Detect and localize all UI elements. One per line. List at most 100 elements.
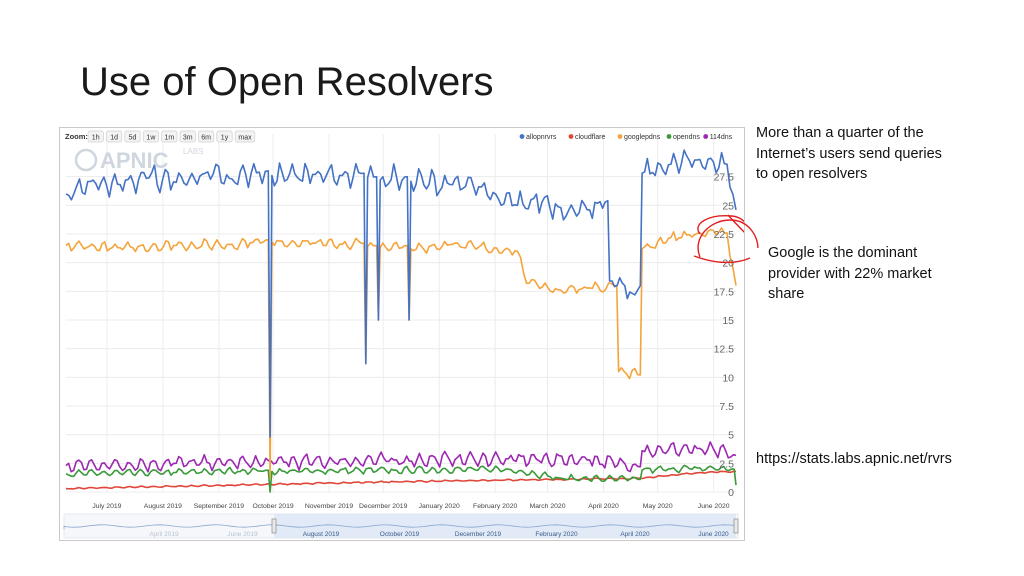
zoom-button-5d[interactable]: 5d	[124, 130, 141, 143]
x-tick-label: January 2020	[419, 503, 460, 510]
zoom-button-bg[interactable]	[124, 130, 141, 143]
x-tick-label: March 2020	[530, 503, 566, 510]
zoom-button-bg[interactable]	[142, 130, 159, 143]
y-axis: 0 2.5 5 7.5 10 12.5 15 17.5 20 22.5 25 27.5	[714, 172, 735, 499]
y-tick-label: 0	[728, 487, 734, 499]
legend-item-googlepdns[interactable]: googlepdns	[617, 134, 661, 141]
legend-swatch	[703, 134, 709, 139]
chart-frame: Zoom: 1h 1d 5d 1w 1m 3m 6m 1y max APNIC LABS allop…	[59, 127, 755, 541]
legend-label[interactable]: allopnrvrs	[526, 134, 557, 141]
zoom-button-6m[interactable]: 6m	[198, 130, 215, 143]
legend-item-opendns[interactable]: opendns	[666, 134, 701, 141]
chart-legend: allopnrvrs cloudflare googlepdns opendns 114…	[519, 134, 733, 141]
series-line-googlepdns	[65, 227, 737, 479]
zoom-button-bg[interactable]	[106, 130, 123, 143]
legend-label[interactable]: opendns	[673, 134, 700, 141]
zoom-button-1d[interactable]: 1d	[106, 130, 123, 143]
x-tick-label: December 2019	[359, 503, 408, 510]
x-tick-label: October 2019	[252, 503, 293, 510]
chart-grid	[66, 134, 736, 493]
zoom-button-1m[interactable]: 1m	[161, 130, 178, 143]
navigator-label: February 2020	[535, 531, 578, 538]
series-line-opendns	[65, 464, 737, 493]
legend-label[interactable]: 114dns	[710, 134, 733, 141]
y-tick-label: 25	[722, 200, 734, 212]
zoom-toolbar: Zoom: 1h 1d 5d 1w 1m 3m 6m 1y max	[65, 130, 256, 143]
navigator-label: April 2020	[620, 531, 650, 538]
zoom-button-label[interactable]: 6m	[201, 134, 211, 141]
zoom-button-bg[interactable]	[216, 130, 233, 143]
legend-swatch	[666, 134, 672, 139]
zoom-button-label[interactable]: 1y	[221, 134, 229, 141]
series-line-cloudflare	[65, 470, 736, 490]
resolver-chart: Zoom: 1h 1d 5d 1w 1m 3m 6m 1y max APNIC LABS allop…	[63, 130, 755, 539]
zoom-button-label[interactable]: 5d	[129, 134, 137, 141]
navigator-label: October 2019	[380, 531, 420, 538]
navigator-label: June 2020	[698, 531, 729, 538]
y-tick-label: 15	[722, 315, 734, 327]
zoom-button-bg[interactable]	[87, 130, 104, 143]
navigator-label: December 2019	[455, 531, 502, 538]
navigator-handle-left[interactable]	[271, 518, 277, 534]
y-tick-label: 20	[722, 258, 734, 270]
legend-swatch	[617, 134, 623, 139]
apnic-logo-text: APNIC	[100, 148, 169, 173]
x-tick-label: February 2020	[473, 503, 517, 510]
legend-label[interactable]: cloudflare	[575, 134, 605, 141]
y-tick-label: 22.5	[714, 229, 735, 241]
y-tick-label: 12.5	[714, 344, 735, 356]
navigator-label: August 2019	[303, 531, 340, 538]
zoom-button-3m[interactable]: 3m	[179, 130, 196, 143]
note-quarter-of-users: More than a quarter of the Internet’s us…	[756, 125, 942, 182]
navigator-series	[63, 524, 737, 529]
annotation-circle-stroke	[697, 219, 759, 258]
y-tick-label: 2.5	[719, 458, 734, 470]
zoom-button-bg[interactable]	[179, 130, 196, 143]
zoom-button-1y[interactable]: 1y	[216, 130, 233, 143]
zoom-button-label[interactable]: 1m	[164, 134, 174, 141]
y-tick-label: 5	[728, 430, 734, 442]
navigator-selection[interactable]	[274, 514, 736, 538]
zoom-button-label[interactable]: 1h	[92, 134, 100, 141]
zoom-button-bg[interactable]	[198, 130, 215, 143]
range-navigator[interactable]: April 2019 June 2019 August 2019 October 20…	[63, 513, 739, 539]
legend-swatch	[519, 134, 525, 139]
zoom-button-max[interactable]: max	[234, 130, 256, 143]
zoom-button-bg[interactable]	[161, 130, 178, 143]
x-tick-label: November 2019	[305, 503, 354, 510]
legend-swatch	[568, 134, 574, 139]
x-tick-label: September 2019	[194, 503, 244, 510]
y-tick-label: 7.5	[719, 401, 734, 413]
zoom-button-bg[interactable]	[234, 130, 256, 143]
x-tick-label: May 2020	[643, 503, 673, 510]
note-google-dominant: Google is the dominant provider with 22%…	[768, 245, 932, 302]
zoom-button-label[interactable]: max	[238, 134, 252, 141]
navigator-handle-right[interactable]	[733, 518, 739, 534]
slide-title: Use of Open Resolvers	[80, 60, 494, 104]
navigator-label: June 2019	[227, 531, 258, 538]
y-tick-label: 10	[722, 372, 734, 384]
zoom-button-1w[interactable]: 1w	[142, 130, 159, 143]
annotation-arc-overlay	[693, 219, 759, 264]
annotation-underline-stroke	[693, 255, 751, 264]
zoom-button-label[interactable]: 3m	[183, 134, 193, 141]
apnic-labs-logo: APNIC LABS	[74, 147, 203, 173]
x-tick-label: April 2020	[588, 503, 619, 510]
zoom-button-label[interactable]: 1w	[146, 134, 156, 141]
zoom-button-1h[interactable]: 1h	[87, 130, 104, 143]
zoom-label: Zoom:	[65, 132, 88, 141]
x-tick-label: August 2019	[144, 503, 182, 510]
x-tick-label: June 2020	[698, 503, 730, 510]
x-axis: July 2019 August 2019 September 2019 Octobe…	[92, 503, 729, 510]
legend-item-cloudflare[interactable]: cloudflare	[568, 134, 606, 141]
legend-label[interactable]: googlepdns	[624, 134, 661, 141]
series-line-allopnrvrs	[65, 149, 737, 438]
apnic-logo-labs: LABS	[183, 147, 203, 156]
legend-item-allopnrvrs[interactable]: allopnrvrs	[519, 134, 557, 141]
series-line-114dns	[65, 441, 737, 473]
zoom-button-label[interactable]: 1d	[110, 134, 118, 141]
y-tick-label: 27.5	[714, 172, 735, 184]
x-tick-label: July 2019	[92, 503, 121, 510]
navigator-label: April 2019	[149, 531, 179, 538]
legend-item-114dns[interactable]: 114dns	[703, 134, 733, 141]
